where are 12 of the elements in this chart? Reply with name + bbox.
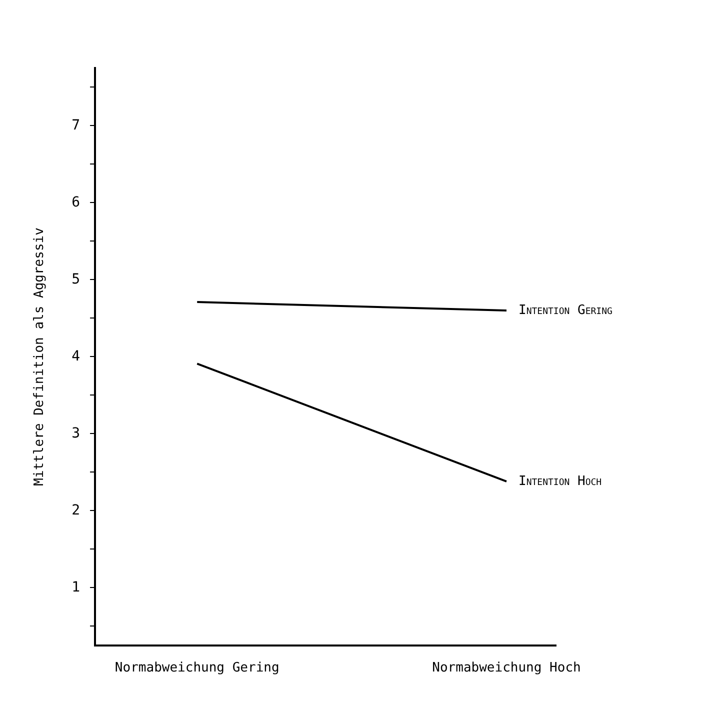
y-tick-label: 5 xyxy=(72,271,80,288)
y-tick-label: 1 xyxy=(72,579,80,596)
series-label: Intention Hoch xyxy=(518,474,602,489)
series-label: Intention Gering xyxy=(518,302,612,318)
y-tick-label: 7 xyxy=(72,117,80,134)
y-axis-title: Mittlere Definition als Aggressiv xyxy=(32,227,48,486)
y-tick-label: 2 xyxy=(72,502,80,518)
x-tick-label: Normabweichung Hoch xyxy=(432,660,581,676)
x-tick-label: Normabweichung Gering xyxy=(114,660,280,676)
y-tick-label: 6 xyxy=(72,194,80,210)
y-tick-label: 3 xyxy=(72,425,80,442)
y-tick-label: 4 xyxy=(72,348,80,364)
